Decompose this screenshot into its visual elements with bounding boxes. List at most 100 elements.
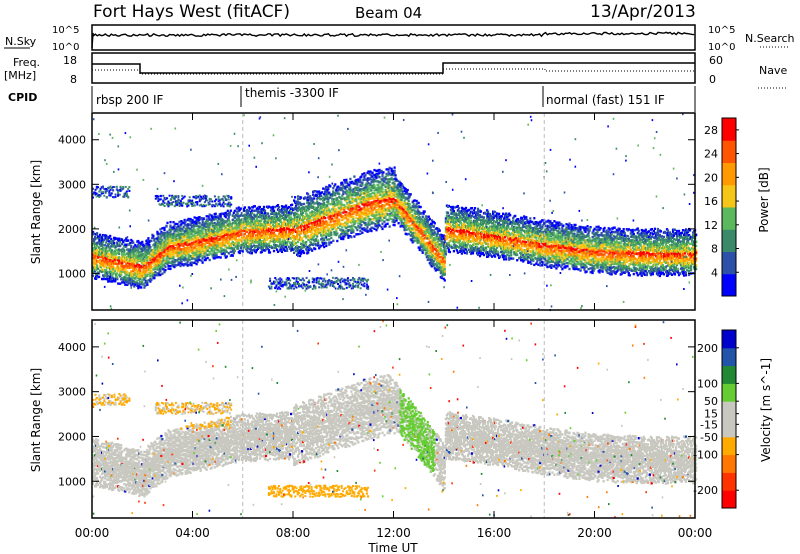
echo-cell	[373, 185, 375, 187]
echo-cell	[150, 266, 152, 268]
echo-cell	[357, 192, 359, 194]
echo-cell	[227, 210, 229, 212]
echo-cell	[386, 191, 388, 193]
echo-cell	[418, 202, 420, 204]
echo-cell	[105, 269, 107, 271]
echo-cell	[226, 247, 228, 249]
echo-cell	[345, 211, 347, 213]
echo-cell	[246, 235, 248, 237]
echo-cell	[291, 204, 293, 206]
echo-cell	[355, 233, 357, 235]
echo-cell	[174, 259, 176, 261]
echo-cell	[342, 218, 344, 220]
echo-cell	[280, 233, 282, 235]
echo-cell	[345, 227, 347, 229]
echo-cell	[315, 227, 317, 229]
echo-cell	[311, 198, 313, 200]
echo-cell	[273, 250, 275, 252]
echo-cell	[371, 227, 373, 229]
echo-cell	[327, 211, 329, 213]
echo-cell	[213, 237, 215, 239]
echo-cell	[375, 229, 377, 231]
echo-cell	[134, 283, 136, 285]
echo-cell	[125, 261, 127, 263]
echo-cell	[202, 230, 204, 232]
echo-cell	[126, 274, 128, 276]
echo-cell	[110, 240, 112, 242]
echo-cell	[397, 186, 399, 188]
echo-cell	[390, 190, 392, 192]
echo-cell	[207, 220, 209, 222]
echo-cell	[299, 255, 301, 257]
echo-cell	[159, 228, 161, 230]
nave-label: Nave	[759, 64, 787, 77]
echo-cell	[389, 225, 391, 227]
echo-cell	[365, 209, 367, 211]
echo-cell	[305, 244, 307, 246]
echo-cell	[247, 219, 249, 221]
echo-cell	[330, 203, 332, 205]
echo-cell	[379, 194, 381, 196]
echo-cell	[408, 233, 410, 235]
echo-cell	[326, 196, 328, 198]
echo-cell	[234, 210, 236, 212]
echo-cell	[221, 248, 223, 250]
echo-cell	[427, 223, 429, 225]
echo-cell	[310, 219, 312, 221]
echo-cell	[125, 244, 127, 246]
echo-cell	[251, 212, 253, 214]
echo-cell	[293, 240, 295, 242]
echo-cell	[277, 204, 279, 206]
echo-cell	[281, 245, 283, 247]
cpid-mode-1: rbsp 200 IF	[96, 93, 163, 107]
echo-cell	[389, 167, 391, 169]
echo-cell	[315, 238, 317, 240]
echo-cell	[240, 207, 242, 209]
nsearch-tick-top: 10^5	[708, 25, 735, 36]
echo-cell	[274, 206, 276, 208]
echo-cell	[97, 260, 99, 262]
echo-cell	[360, 224, 362, 226]
echo-cell	[353, 182, 355, 184]
echo-cell	[349, 178, 351, 180]
echo-cell	[286, 244, 288, 246]
echo-cell	[325, 193, 327, 195]
echo-cell	[209, 214, 211, 216]
echo-cell	[238, 242, 240, 244]
echo-cell	[342, 187, 344, 189]
echo-cell	[385, 212, 387, 214]
nsky-tick-bottom: 10^0	[52, 42, 79, 53]
echo-cell	[433, 253, 435, 255]
echo-cell	[373, 207, 375, 209]
echo-cell	[144, 284, 146, 286]
echo-cell	[414, 215, 416, 217]
echo-cell	[303, 206, 305, 208]
echo-cell	[383, 180, 385, 182]
echo-cell	[349, 196, 351, 198]
echo-cell	[114, 270, 116, 272]
echo-cell	[205, 249, 207, 251]
echo-cell	[134, 281, 136, 283]
echo-cell	[230, 251, 232, 253]
echo-cell	[130, 245, 132, 247]
echo-cell	[309, 212, 311, 214]
echo-cell	[367, 208, 369, 210]
echo-cell	[342, 184, 344, 186]
echo-cell	[163, 227, 165, 229]
echo-cell	[341, 182, 343, 184]
echo-cell	[342, 215, 344, 217]
echo-cell	[433, 229, 435, 231]
echo-cell	[192, 262, 194, 264]
echo-cell	[221, 228, 223, 230]
echo-cell	[297, 198, 299, 200]
echo-cell	[329, 185, 331, 187]
echo-cell	[348, 221, 350, 223]
echo-cell	[251, 216, 253, 218]
echo-cell	[140, 283, 142, 285]
echo-cell	[401, 188, 403, 190]
echo-cell	[190, 235, 192, 237]
echo-cell	[240, 214, 242, 216]
echo-cell	[381, 190, 383, 192]
echo-cell	[271, 246, 273, 248]
echo-cell	[141, 279, 143, 281]
